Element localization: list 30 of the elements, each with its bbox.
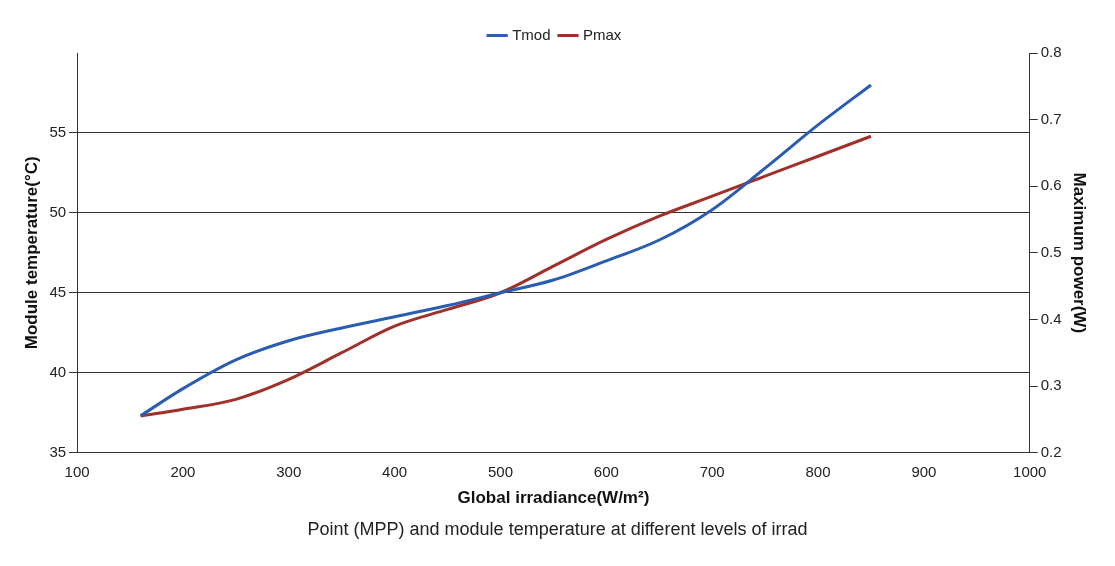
x-tick-label: 200 (170, 462, 196, 480)
y2-tick-label: 0.2 (1040, 442, 1062, 460)
y-axis-title: Module temperature(°C) (21, 156, 41, 350)
x-tick-label: 400 (382, 462, 408, 480)
x-tick-label: 1000 (1013, 462, 1047, 480)
x-tick-label: 900 (911, 462, 937, 480)
line-series (139, 83, 873, 418)
y2-axis-title: Maximum power(W) (1070, 172, 1090, 334)
x-tick-label: 800 (805, 462, 831, 480)
line-series (139, 134, 873, 418)
y-tick-label: 50 (49, 202, 67, 220)
x-tick-label: 600 (593, 462, 619, 480)
y2-tick-label: 0.6 (1040, 176, 1062, 194)
y-tick-label: 55 (49, 123, 67, 141)
x-tick-label: 500 (487, 462, 514, 480)
y2-tick-label: 0.8 (1040, 43, 1062, 61)
y2-tick-label: 0.5 (1040, 242, 1062, 260)
x-tick-label: 100 (64, 462, 90, 480)
x-axis-title: Global irradiance(W/m²) (457, 488, 650, 508)
x-tick-label: 700 (699, 462, 725, 480)
y-tick-label: 45 (49, 282, 67, 300)
y2-tick-label: 0.3 (1040, 376, 1062, 394)
x-tick-label: 300 (276, 462, 302, 480)
legend-label: Tmod (512, 25, 551, 43)
y2-tick-label: 0.4 (1040, 309, 1062, 327)
text: Point (MPP) and module temperature at different levels of irrad (306, 519, 809, 540)
y-tick-label: 35 (49, 442, 67, 460)
legend-label: Pmax (583, 25, 622, 43)
y2-tick-label: 0.7 (1040, 109, 1062, 127)
y-tick-label: 40 (49, 362, 67, 380)
